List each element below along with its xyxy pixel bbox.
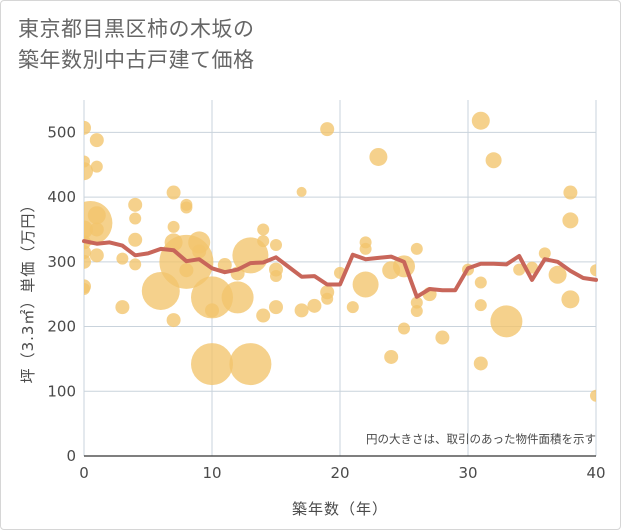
- data-bubble: [89, 222, 104, 237]
- data-bubble: [369, 147, 388, 166]
- data-bubble: [129, 258, 142, 271]
- data-bubble: [191, 276, 233, 319]
- data-bubble: [490, 305, 523, 338]
- data-bubble: [217, 258, 232, 273]
- data-bubble: [128, 197, 143, 212]
- x-axis-label: 築年数（年）: [292, 500, 388, 518]
- data-bubble: [229, 343, 272, 386]
- data-bubble: [561, 290, 580, 309]
- axis-ticks: 0 100 200 300 400 500 0 10 20 30 40: [47, 123, 605, 482]
- data-bubble: [296, 186, 307, 197]
- data-bubble: [346, 301, 359, 314]
- chart-title-line-2: 築年数別中古戸建て価格: [18, 48, 255, 72]
- bubble-size-note: 円の大きさは、取引のあった物件面積を示す: [366, 432, 596, 446]
- data-bubble: [471, 111, 490, 130]
- average-line-series: [82, 239, 598, 299]
- data-bubble: [205, 303, 219, 318]
- data-bubble: [257, 223, 270, 236]
- data-bubble: [257, 235, 270, 248]
- data-bubble: [294, 303, 309, 318]
- average-price-line: [82, 239, 598, 299]
- data-bubble: [87, 206, 106, 225]
- data-bubble: [84, 254, 91, 269]
- chart-title-line-1: 東京都目黒区柿の木坂の: [18, 17, 255, 41]
- data-bubble: [179, 263, 194, 278]
- data-bubble: [538, 247, 551, 260]
- data-bubble: [410, 242, 423, 255]
- y-tick-label: 200: [47, 318, 76, 336]
- data-bubble: [562, 212, 579, 229]
- data-bubble: [384, 349, 399, 364]
- data-bubble: [89, 248, 104, 263]
- data-bubble: [485, 152, 502, 169]
- data-bubble: [270, 270, 282, 283]
- data-bubble: [256, 308, 271, 323]
- data-bubble: [191, 343, 233, 386]
- data-bubble: [128, 232, 143, 247]
- data-bubble: [307, 298, 322, 313]
- data-bubble: [563, 185, 578, 200]
- x-tick-label: 0: [79, 464, 89, 482]
- x-tick-label: 30: [458, 464, 477, 482]
- y-tick-label: 100: [47, 382, 76, 400]
- data-bubble: [435, 330, 450, 345]
- data-bubble: [474, 299, 487, 312]
- data-bubble: [359, 242, 372, 255]
- data-bubble: [84, 200, 113, 245]
- data-bubble: [115, 300, 130, 315]
- data-bubble: [84, 220, 93, 239]
- data-bubble: [548, 265, 567, 284]
- data-bubble: [352, 271, 379, 298]
- data-bubble: [116, 252, 129, 265]
- data-bubble: [513, 263, 526, 276]
- x-tick-label: 20: [330, 464, 349, 482]
- data-bubble: [474, 276, 487, 289]
- data-bubble: [129, 212, 142, 225]
- data-bubble: [90, 160, 103, 173]
- y-tick-label: 300: [47, 253, 76, 271]
- data-bubble: [473, 356, 488, 371]
- data-bubble: [590, 264, 596, 277]
- data-bubble: [84, 162, 93, 181]
- data-bubble: [167, 220, 180, 233]
- y-axis-label: 坪（3.3㎡）単価（万円）: [19, 197, 37, 384]
- data-bubble: [166, 313, 181, 328]
- data-bubble: [410, 305, 423, 318]
- data-bubble: [410, 296, 423, 309]
- data-bubble: [221, 281, 254, 314]
- data-bubble: [192, 244, 207, 259]
- data-bubble: [270, 238, 282, 251]
- chart-title: 東京都目黒区柿の木坂の 築年数別中古戸建て価格: [18, 14, 255, 76]
- x-tick-label: 10: [202, 464, 221, 482]
- data-bubble: [320, 122, 335, 137]
- data-bubble: [269, 300, 283, 315]
- data-bubble: [180, 201, 193, 214]
- bubble-series: [84, 111, 596, 402]
- y-tick-label: 400: [47, 188, 76, 206]
- data-bubble: [84, 283, 90, 296]
- data-bubble: [590, 389, 596, 402]
- y-tick-label: 0: [66, 447, 76, 465]
- data-bubble: [398, 322, 410, 335]
- y-tick-label: 500: [47, 123, 76, 141]
- x-tick-label: 40: [586, 464, 605, 482]
- data-bubble: [84, 120, 91, 135]
- data-bubble: [321, 292, 334, 305]
- data-bubble: [166, 185, 181, 200]
- data-bubble: [89, 133, 104, 148]
